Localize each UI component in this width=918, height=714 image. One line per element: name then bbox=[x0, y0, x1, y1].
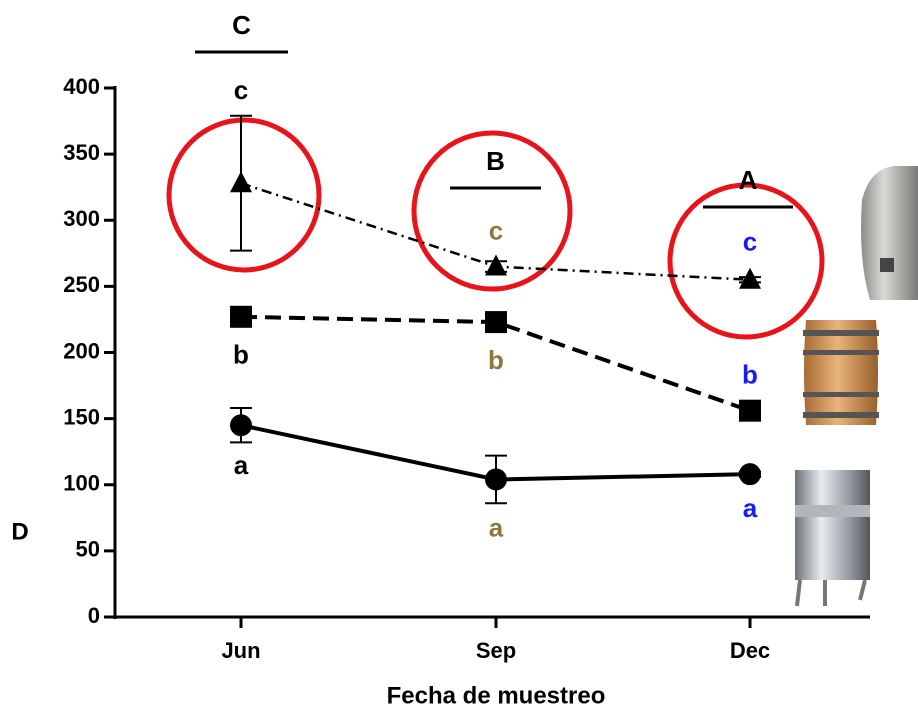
marker bbox=[485, 255, 507, 276]
x-tick-label: Jun bbox=[221, 638, 260, 663]
significance-letter: b bbox=[742, 360, 758, 390]
group-label: C bbox=[232, 10, 251, 40]
marker bbox=[485, 468, 507, 490]
significance-letter: b bbox=[488, 345, 504, 375]
y-axis-title: D bbox=[11, 518, 28, 545]
marker bbox=[485, 311, 507, 333]
group-label: B bbox=[486, 146, 505, 176]
significance-letter: c bbox=[234, 75, 248, 105]
y-tick-label: 200 bbox=[63, 338, 100, 363]
y-tick-label: 300 bbox=[63, 206, 100, 231]
marker bbox=[739, 400, 761, 422]
y-tick-label: 400 bbox=[63, 74, 100, 99]
tank-images bbox=[795, 166, 918, 606]
x-tick-label: Sep bbox=[476, 638, 516, 663]
x-tick-label: Dec bbox=[730, 638, 770, 663]
y-tick-label: 50 bbox=[76, 537, 100, 562]
marker bbox=[230, 306, 252, 328]
significance-letter: b bbox=[233, 340, 249, 370]
chart: Fecha de muestreo D 0 50 100 150 200 250 300 35… bbox=[0, 0, 918, 714]
y-tick-label: 100 bbox=[63, 471, 100, 496]
significance-letter: c bbox=[489, 215, 503, 245]
significance-letter: a bbox=[743, 493, 758, 523]
y-tick-label: 250 bbox=[63, 272, 100, 297]
significance-letter: c bbox=[743, 227, 757, 257]
y-tick-label: 150 bbox=[63, 404, 100, 429]
y-tick-label: 0 bbox=[88, 603, 100, 628]
x-axis-title: Fecha de muestreo bbox=[387, 682, 606, 709]
y-tick-label: 350 bbox=[63, 140, 100, 165]
significance-letter: a bbox=[234, 450, 249, 480]
marker bbox=[739, 463, 761, 485]
marker bbox=[230, 171, 252, 192]
group-label: A bbox=[739, 165, 758, 195]
significance-letter: a bbox=[489, 512, 504, 542]
marker bbox=[230, 414, 252, 436]
